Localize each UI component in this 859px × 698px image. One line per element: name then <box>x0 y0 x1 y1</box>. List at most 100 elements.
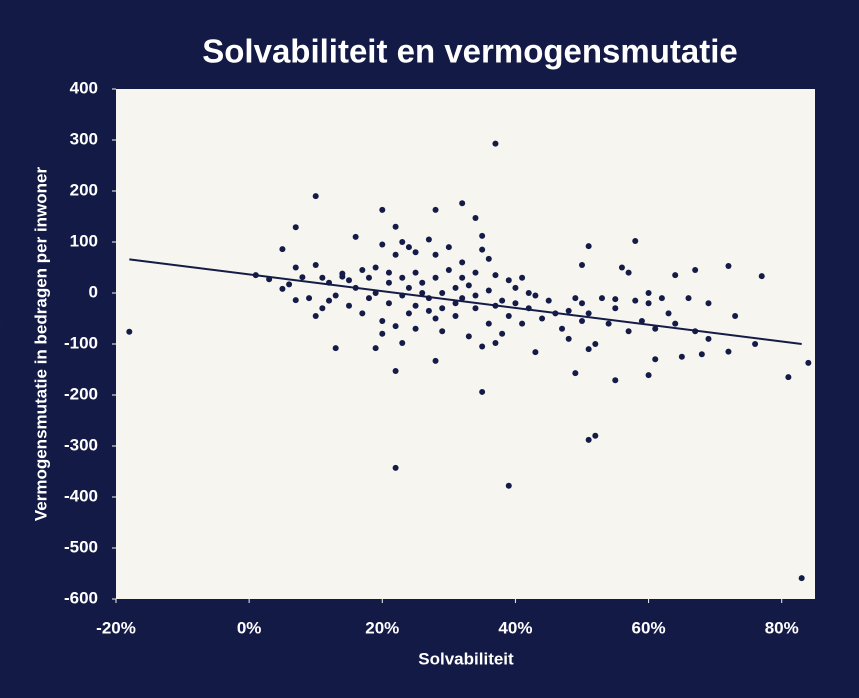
point <box>658 295 665 302</box>
x-tick-label: 40% <box>498 618 532 637</box>
y-tick-label: 400 <box>70 78 98 97</box>
point <box>452 312 459 319</box>
point <box>665 310 672 317</box>
point <box>632 237 639 244</box>
point <box>392 223 399 230</box>
point <box>459 259 466 266</box>
point <box>479 343 486 350</box>
point <box>585 436 592 443</box>
point <box>279 285 286 292</box>
point <box>612 377 619 384</box>
point <box>572 295 579 302</box>
point <box>312 312 319 319</box>
point <box>652 356 659 363</box>
point <box>445 267 452 274</box>
point <box>379 241 386 248</box>
point <box>752 341 759 347</box>
point <box>559 325 566 332</box>
point <box>585 346 592 353</box>
trendline <box>129 258 802 345</box>
point <box>465 282 472 289</box>
point <box>698 351 705 358</box>
point <box>286 281 293 288</box>
y-tick-label: -600 <box>64 588 98 607</box>
point <box>392 464 399 471</box>
point <box>545 297 552 304</box>
point <box>319 274 326 281</box>
point <box>505 482 512 489</box>
point <box>292 297 299 304</box>
point <box>452 284 459 291</box>
point <box>585 310 592 317</box>
point <box>352 233 359 240</box>
point <box>359 310 366 317</box>
point <box>678 353 685 360</box>
point <box>306 295 313 302</box>
point <box>319 305 326 312</box>
point <box>705 300 712 307</box>
point <box>365 295 372 302</box>
point <box>412 249 419 256</box>
point <box>579 300 585 307</box>
point <box>652 325 659 332</box>
point <box>392 323 399 330</box>
point <box>705 335 712 342</box>
point <box>299 274 306 281</box>
point <box>392 251 399 258</box>
x-tick-label: 0% <box>237 618 262 637</box>
point <box>632 297 639 304</box>
point <box>479 388 486 395</box>
y-axis-label: Vermogensmutatie in bedragen per inwoner <box>31 166 50 521</box>
point <box>565 335 572 342</box>
point <box>399 274 406 281</box>
point <box>512 300 519 307</box>
point <box>492 140 499 147</box>
y-tick-label: 200 <box>70 180 98 199</box>
y-tick-label: -400 <box>64 486 98 505</box>
point <box>485 320 492 327</box>
point <box>432 357 439 364</box>
x-tick-label: -20% <box>96 618 136 637</box>
point <box>625 269 632 276</box>
point <box>479 246 486 253</box>
y-tick-label: -300 <box>64 435 98 454</box>
point <box>292 224 299 231</box>
point <box>638 318 645 325</box>
point <box>439 328 446 335</box>
point <box>612 296 619 303</box>
point <box>432 315 439 322</box>
point <box>432 206 439 213</box>
point <box>492 339 499 346</box>
point <box>645 372 652 379</box>
point <box>405 244 412 251</box>
point <box>326 297 333 304</box>
point <box>579 318 585 325</box>
x-tick-label: 60% <box>632 618 666 637</box>
point <box>452 300 459 307</box>
point <box>592 432 599 439</box>
point <box>672 320 679 327</box>
point <box>505 277 512 284</box>
x-tick-label: 80% <box>765 618 799 637</box>
point <box>459 274 466 281</box>
point <box>485 287 492 294</box>
point <box>312 193 319 200</box>
point <box>472 215 479 222</box>
point <box>432 274 439 281</box>
point <box>492 272 499 279</box>
point <box>505 312 512 319</box>
y-tick-label: 0 <box>89 282 98 301</box>
point <box>425 307 432 314</box>
point <box>579 261 585 268</box>
point <box>519 320 526 327</box>
point <box>499 330 506 337</box>
point <box>499 297 506 304</box>
point <box>459 295 466 302</box>
point <box>412 325 419 332</box>
point <box>645 290 652 296</box>
point <box>439 305 446 312</box>
point <box>565 307 572 314</box>
point <box>539 315 546 322</box>
point <box>346 277 352 284</box>
